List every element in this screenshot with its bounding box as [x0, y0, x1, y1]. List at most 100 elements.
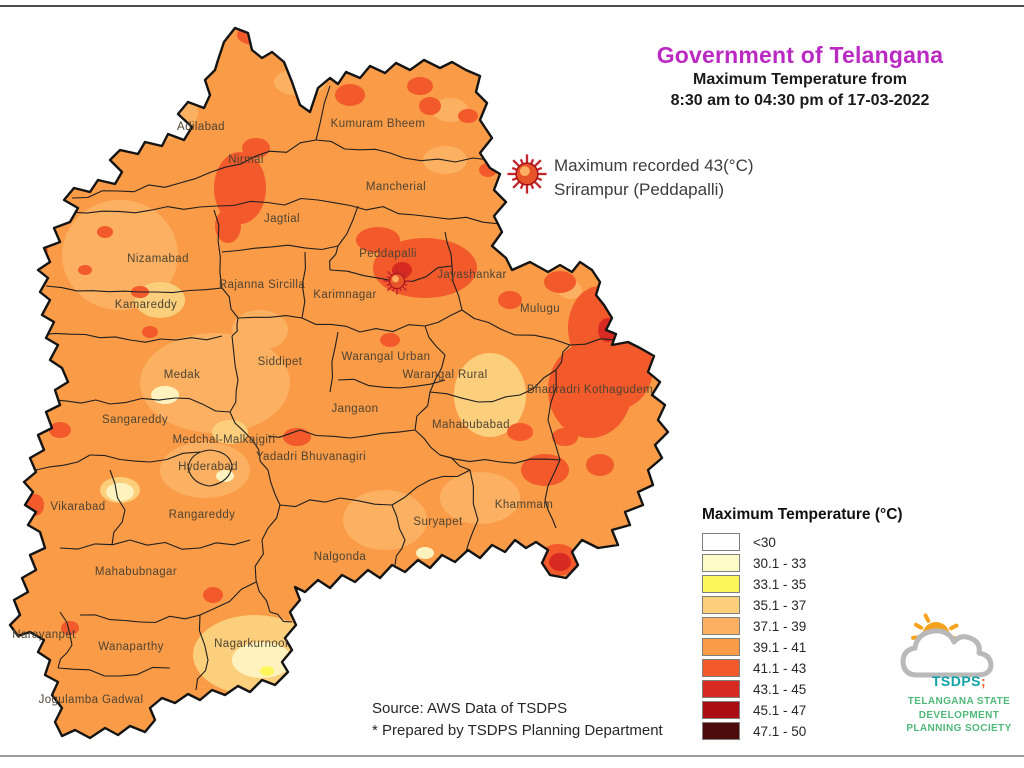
district-border [329, 245, 339, 271]
district-border [391, 479, 431, 506]
temperature-blob [440, 472, 520, 524]
district-border [229, 379, 239, 413]
temperature-blob [544, 271, 576, 293]
district-border [477, 394, 521, 403]
district-border [69, 206, 201, 214]
district-border [129, 335, 223, 343]
district-label: Warangal Urban [342, 351, 431, 363]
map-header: Government of Telangana Maximum Temperat… [600, 42, 1000, 111]
legend-item: 41.1 - 43 [702, 659, 903, 677]
district-border [229, 411, 253, 441]
temperature-blob [521, 454, 569, 486]
district-label: Adilabad [177, 121, 225, 133]
temperature-blob [586, 454, 614, 476]
district-border [315, 85, 331, 141]
district-border [414, 391, 431, 431]
temperature-blob [237, 28, 273, 45]
temperature-blob [407, 77, 433, 95]
district-border [261, 504, 281, 541]
district-border [429, 391, 479, 403]
sun-burst-icon [507, 154, 547, 194]
district-border [79, 614, 141, 623]
top-rule [0, 5, 1024, 7]
district-border [140, 287, 223, 294]
district-label: Nalgonda [314, 551, 367, 563]
district-label: Yadadri Bhuvanagiri [256, 451, 366, 463]
temperature-blob [49, 422, 71, 438]
source-line1: Source: AWS Data of TSDPS [372, 700, 568, 717]
district-border [45, 285, 141, 293]
district-border [414, 429, 441, 456]
sun-marker [383, 267, 411, 295]
temperature-blob [260, 666, 274, 676]
district-label: Karimnagar [313, 289, 376, 301]
district-border [301, 317, 361, 333]
subtitle-line1: Maximum Temperature from [693, 71, 907, 88]
district-border [89, 454, 151, 463]
district-labels: Adilabad Kumuram Bheem Nirmal Mancherial Jag… [12, 118, 652, 706]
district-border [399, 379, 446, 389]
district-label: Rangareddy [169, 509, 236, 521]
legend-item: 33.1 - 35 [702, 575, 903, 593]
logo-org-line2: DEVELOPMENT [918, 709, 1000, 721]
district-border [59, 611, 73, 646]
logo-spark: ; [981, 673, 987, 689]
logo-acronym-row: TSDPS; [884, 673, 1024, 689]
district-border [569, 338, 617, 346]
district-border [254, 539, 264, 581]
legend-label: 33.1 - 35 [753, 576, 807, 592]
temperature-blob [151, 386, 179, 404]
district-border [237, 315, 303, 319]
temperature-blob [215, 209, 241, 243]
district-border [139, 614, 201, 624]
district-border [317, 199, 416, 216]
legend-swatch [702, 533, 740, 551]
legend-swatch [702, 638, 740, 656]
legend-label: 35.1 - 37 [753, 597, 807, 613]
district-border [174, 397, 231, 413]
district-border [199, 581, 257, 616]
state-outline [8, 26, 670, 740]
temperature-blob [232, 310, 288, 350]
district-label: Siddipet [258, 356, 303, 368]
district-label: Wanaparthy [98, 641, 164, 653]
temperature-blob [290, 592, 370, 644]
temperature-blob [97, 226, 113, 238]
legend-rows: <30 30.1 - 33 33.1 - 35 35.1 - 37 37.1 - 39 3… [702, 533, 903, 740]
district-border [544, 499, 557, 529]
legend-swatch [702, 659, 740, 677]
logo-acronym: TSDPS [931, 673, 981, 689]
temperature-blob [212, 420, 248, 444]
district-border [315, 139, 405, 159]
district-label: Vikarabad [50, 501, 105, 513]
temperature-blob [335, 84, 365, 106]
district-label: Nizamabad [127, 253, 189, 265]
max-recorded-line1: Maximum recorded 43(°C) [554, 156, 754, 175]
district-border [329, 269, 399, 283]
max-recorded-line2: Srirampur (Peddapalli) [554, 180, 725, 199]
legend-swatch [702, 680, 740, 698]
max-recorded-annotation: Maximum recorded 43(°C) Srirampur (Pedda… [506, 152, 754, 202]
logo-org-line1: TELANGANA STATE [907, 696, 1011, 707]
district-border [391, 504, 406, 541]
district-border [299, 429, 351, 439]
district-border [424, 325, 446, 356]
district-border [198, 614, 209, 661]
district-border [451, 265, 463, 311]
source-line2: * Prepared by TSDPS Planning Department [372, 722, 663, 739]
district-border [555, 344, 571, 371]
legend-swatch [702, 701, 740, 719]
district-border [109, 397, 176, 405]
district-border [444, 231, 453, 267]
temperature-blob [283, 428, 311, 446]
logo-org-line3: PLANNING SOCIETY [906, 723, 1012, 734]
page-title: Government of Telangana [656, 42, 944, 68]
legend-item: 39.1 - 41 [702, 638, 903, 656]
legend-label: 41.1 - 43 [753, 660, 807, 676]
district-border [424, 309, 463, 327]
district-border [199, 197, 319, 208]
sun-cloud-icon [900, 613, 994, 678]
district-border [464, 519, 479, 556]
district-border [349, 429, 416, 439]
